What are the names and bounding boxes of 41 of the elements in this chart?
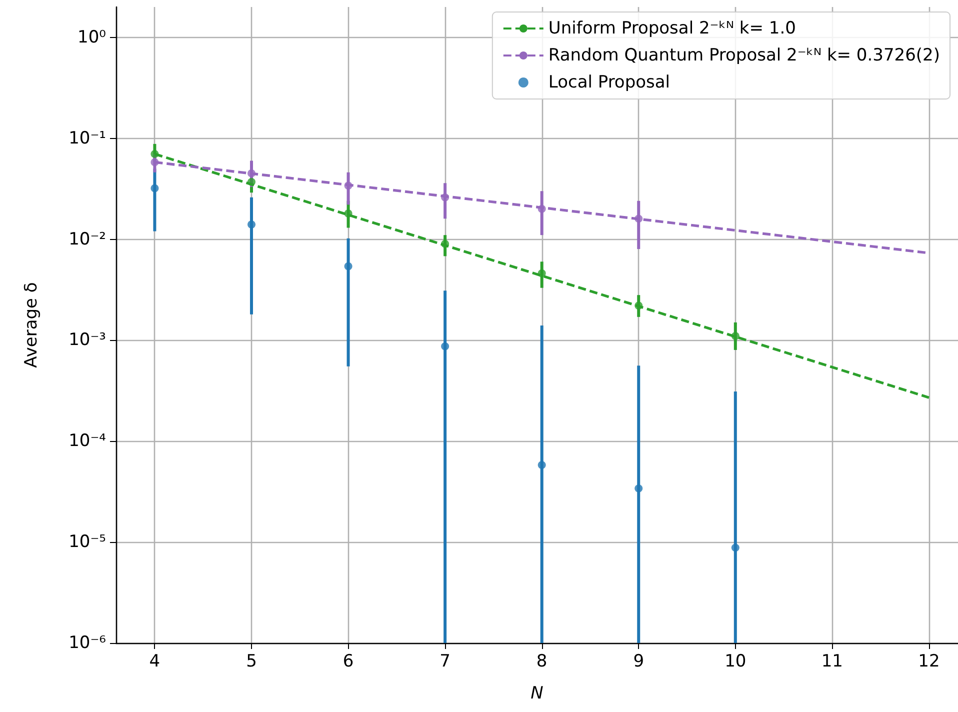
y-tick-label: 10⁻¹ bbox=[68, 128, 106, 148]
y-axis-title: Average δ bbox=[22, 282, 42, 368]
x-axis-title: N bbox=[530, 684, 544, 704]
x-tick-label: 10 bbox=[724, 652, 746, 672]
x-tick-label: 5 bbox=[246, 652, 257, 672]
point bbox=[344, 182, 352, 190]
x-tick-label: 9 bbox=[633, 652, 644, 672]
point bbox=[538, 461, 546, 470]
y-tick-label: 10⁻⁵ bbox=[68, 532, 106, 552]
point bbox=[344, 262, 352, 270]
point bbox=[441, 193, 450, 202]
point bbox=[248, 169, 256, 178]
point bbox=[634, 484, 643, 492]
x-tick-label: 11 bbox=[821, 652, 844, 672]
point bbox=[634, 302, 643, 310]
point bbox=[634, 214, 643, 223]
y-tick-label: 10⁻³ bbox=[68, 330, 106, 350]
x-tick-label: 8 bbox=[536, 652, 548, 672]
point bbox=[441, 342, 450, 350]
point bbox=[731, 544, 740, 552]
legend-label: Random Quantum Proposal 2⁻ᵏᴺ k= 0.3726(2) bbox=[548, 46, 940, 66]
point bbox=[150, 158, 159, 166]
x-tick-label: 4 bbox=[149, 652, 160, 672]
point bbox=[441, 240, 450, 248]
point bbox=[731, 332, 740, 340]
point bbox=[538, 269, 546, 278]
point bbox=[150, 184, 159, 192]
point bbox=[150, 150, 159, 158]
x-tick-label: 6 bbox=[342, 652, 354, 672]
point bbox=[538, 204, 546, 213]
point bbox=[248, 220, 256, 229]
y-tick-label: 10⁰ bbox=[78, 27, 106, 48]
legend-label: Local Proposal bbox=[548, 72, 670, 92]
point bbox=[344, 209, 352, 218]
x-tick-label: 7 bbox=[440, 652, 450, 672]
x-tick-label: 12 bbox=[918, 652, 940, 672]
y-tick-label: 10⁻⁶ bbox=[68, 633, 106, 653]
legend-label: Uniform Proposal 2⁻ᵏᴺ k= 1.0 bbox=[548, 18, 796, 38]
point bbox=[248, 178, 256, 186]
y-tick-label: 10⁻² bbox=[68, 229, 106, 250]
y-tick-label: 10⁻⁴ bbox=[68, 431, 106, 452]
